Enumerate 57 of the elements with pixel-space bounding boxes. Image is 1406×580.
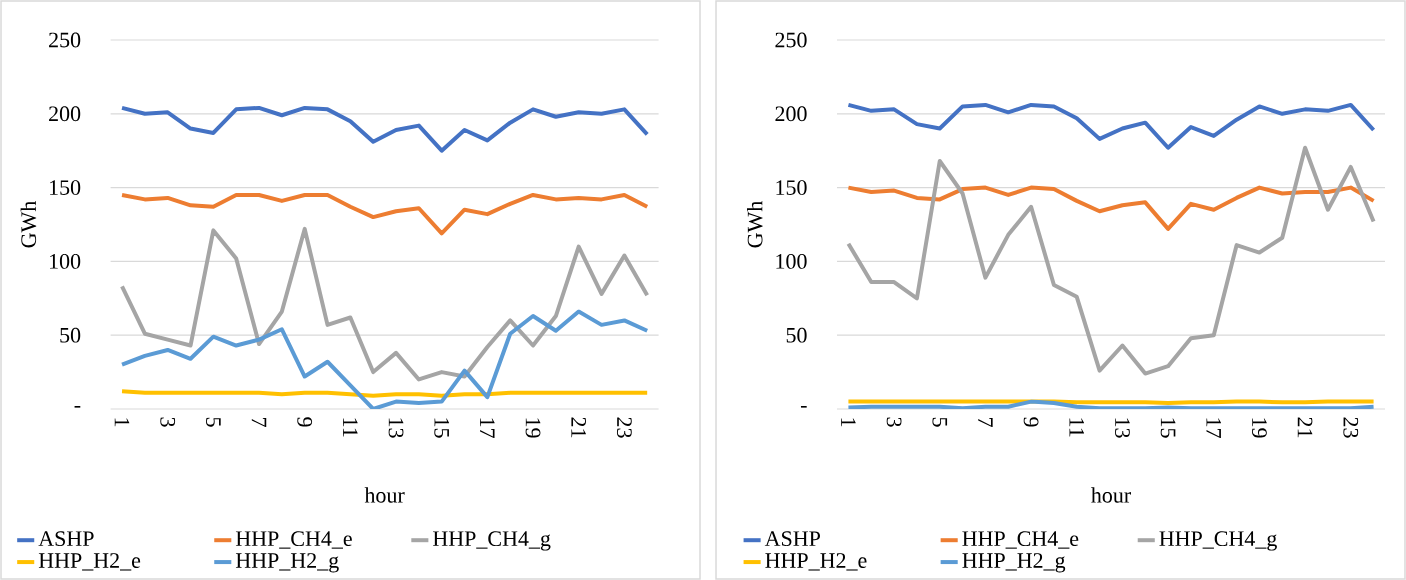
line-series (120, 105, 650, 153)
x-tick-label: 11 (1069, 418, 1085, 437)
x-tick-label: 13 (388, 418, 404, 438)
legend-label: ASHP (764, 531, 820, 547)
y-tick-label: 100 (50, 253, 81, 269)
legend-label: HHP_CH4_e (235, 531, 352, 549)
legend-label: HHP_CH4_g (433, 531, 551, 551)
y-axis-title: GWh (20, 200, 37, 248)
y-tick-label: 250 (49, 32, 81, 48)
y-tick-label: 150 (50, 180, 81, 196)
y-tick-label: - (74, 405, 81, 408)
x-tick-label: 19 (1252, 418, 1267, 438)
line-series (846, 102, 1376, 150)
y-tick-label: 100 (776, 253, 807, 269)
line-series (120, 226, 650, 382)
x-axis-title: hour (364, 487, 405, 503)
x-tick-label: 7 (978, 417, 993, 427)
x-tick-label: 23 (616, 417, 632, 438)
y-tick-label: - (800, 405, 807, 408)
x-tick-label: 17 (480, 418, 495, 438)
line-series (846, 185, 1376, 231)
x-tick-label: 11 (343, 418, 358, 437)
y-axis-title: GWh (747, 200, 763, 248)
y-tick-label: 150 (776, 180, 807, 196)
x-tick-label: 9 (1023, 417, 1039, 427)
x-tick-label: 1 (114, 418, 130, 427)
x-tick-label: 1 (841, 418, 856, 427)
y-tick-label: 200 (49, 106, 81, 122)
x-tick-label: 7 (251, 417, 267, 427)
x-tick-label: 23 (1343, 417, 1359, 438)
legend-label: HHP_H2_g (962, 553, 1066, 573)
y-tick-label: 50 (60, 327, 81, 343)
x-tick-label: 13 (1115, 418, 1130, 438)
x-tick-label: 9 (297, 417, 313, 427)
y-tick-label: 50 (786, 327, 807, 343)
x-tick-label: 19 (525, 418, 541, 438)
x-tick-label: 5 (932, 417, 948, 427)
x-tick-label: 15 (1160, 418, 1176, 438)
legend-label: HHP_CH4_e (962, 531, 1079, 549)
x-tick-label: 21 (571, 417, 586, 438)
x-tick-label: 21 (1297, 417, 1313, 438)
y-tick-label: 200 (775, 106, 807, 122)
x-tick-label: 3 (160, 417, 176, 427)
line-series (120, 192, 650, 236)
legend-label: ASHP (38, 531, 94, 547)
x-tick-label: 3 (886, 417, 902, 427)
legend-label: HHP_H2_e (38, 553, 141, 571)
line-series (846, 145, 1376, 376)
x-tick-label: 5 (206, 417, 221, 427)
legend-label: HHP_H2_e (765, 553, 867, 571)
y-tick-label: 250 (775, 32, 807, 48)
x-axis-title: hour (1091, 487, 1131, 503)
x-tick-label: 17 (1206, 418, 1222, 438)
x-tick-label: 15 (434, 418, 450, 438)
legend-label: HHP_H2_g (235, 553, 339, 573)
legend-label: HHP_CH4_g (1159, 531, 1277, 551)
line-series (120, 309, 650, 409)
